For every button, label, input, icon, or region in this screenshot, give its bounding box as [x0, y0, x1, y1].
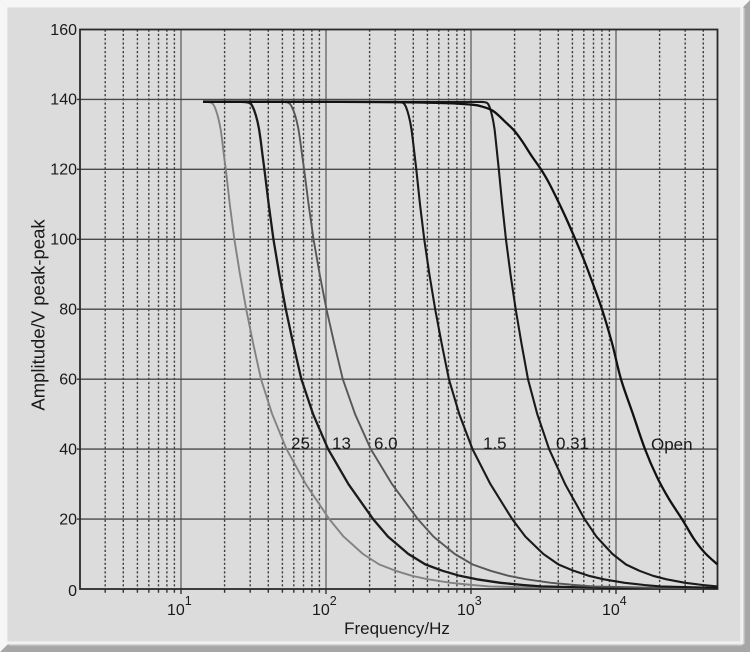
svg-text:6.0: 6.0 — [374, 434, 398, 453]
svg-text:Frequency/Hz: Frequency/Hz — [344, 619, 450, 638]
svg-text:0.31: 0.31 — [556, 434, 589, 453]
svg-text:13: 13 — [332, 434, 351, 453]
svg-text:20: 20 — [59, 511, 77, 528]
svg-text:100: 100 — [50, 232, 77, 249]
svg-text:120: 120 — [50, 162, 77, 179]
svg-text:1.5: 1.5 — [483, 434, 507, 453]
svg-text:0: 0 — [68, 583, 77, 600]
svg-text:80: 80 — [59, 302, 77, 319]
svg-text:Open: Open — [651, 435, 693, 454]
svg-text:25: 25 — [291, 434, 310, 453]
svg-text:160: 160 — [50, 22, 77, 39]
svg-text:40: 40 — [59, 441, 77, 458]
svg-text:Amplitude/V peak-peak: Amplitude/V peak-peak — [28, 219, 49, 411]
svg-text:60: 60 — [59, 372, 77, 389]
svg-text:140: 140 — [50, 92, 77, 109]
